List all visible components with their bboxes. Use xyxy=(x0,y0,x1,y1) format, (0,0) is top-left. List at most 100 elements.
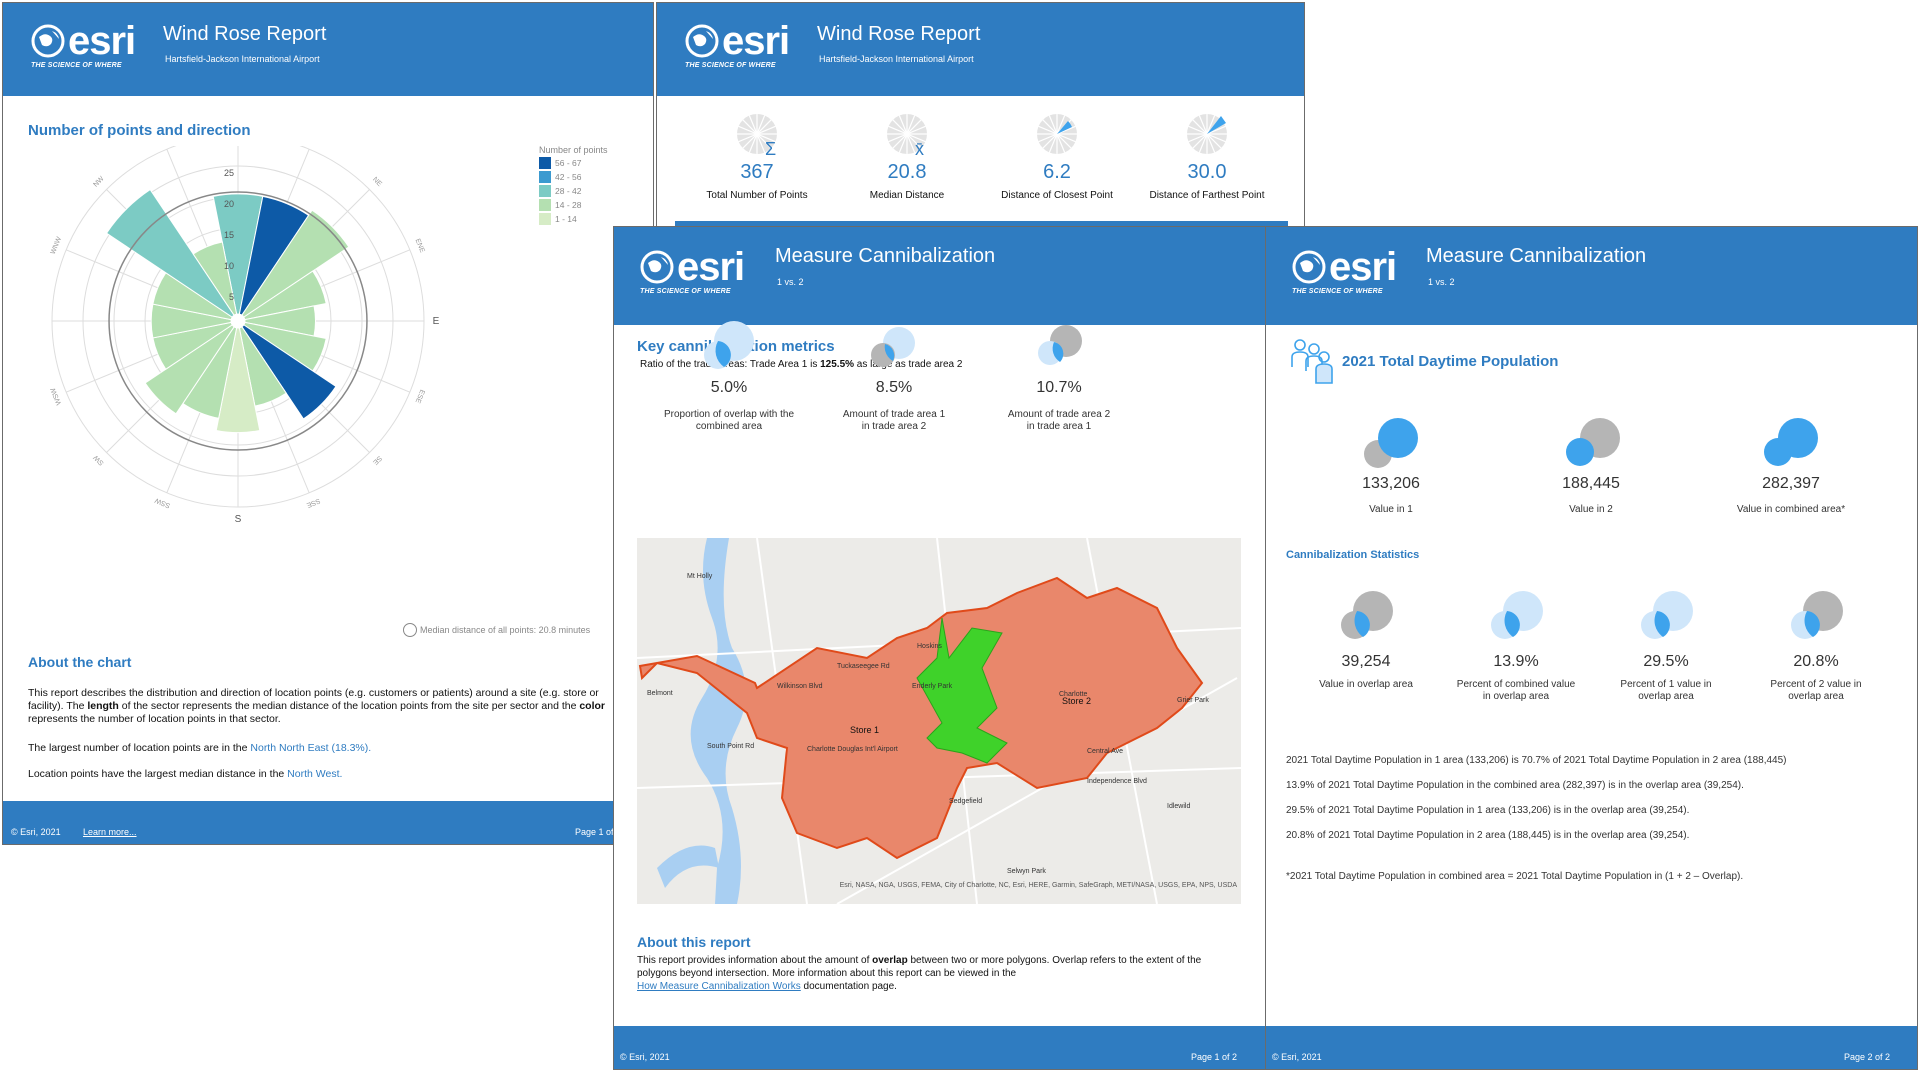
legend-item: 56 - 67 xyxy=(539,157,608,169)
summary-line: 2021 Total Daytime Population in 1 area … xyxy=(1286,755,1787,766)
metric-label-line: in trade area 1 xyxy=(1026,421,1092,432)
stat-label: Percent of combined value in overlap area xyxy=(1436,679,1596,703)
globe-icon xyxy=(685,24,719,58)
stat-label: Percent of 2 value in overlap area xyxy=(1736,679,1896,703)
report-subtitle: Hartsfield-Jackson International Airport xyxy=(165,54,320,64)
overlap-bubbles-icon xyxy=(1491,591,1543,639)
map-label-selwyn-park: Selwyn Park xyxy=(1007,868,1046,875)
stat-label-line: Value in overlap area xyxy=(1319,679,1413,690)
radial-tick-label: 5 xyxy=(229,292,234,302)
metric-label-line: Proportion of overlap with the xyxy=(663,409,795,420)
globe-icon xyxy=(1292,250,1326,284)
farthest-icon xyxy=(1187,114,1227,154)
legend-item: 42 - 56 xyxy=(539,171,608,183)
direction-label: NW xyxy=(92,175,105,188)
stat-value: 20.8 xyxy=(887,161,927,183)
report-header: esri THE SCIENCE OF WHERE Measure Cannib… xyxy=(1266,227,1917,325)
stat-label-line: Percent of 1 value in xyxy=(1620,679,1712,690)
report-header: esri THE SCIENCE OF WHERE Measure Cannib… xyxy=(614,227,1265,325)
logo-tagline: THE SCIENCE OF WHERE xyxy=(1292,288,1383,295)
population-value: 133,206 xyxy=(1362,475,1420,492)
overlap-bubbles-icon xyxy=(1038,325,1082,365)
globe-icon xyxy=(640,250,674,284)
esri-logo: esri THE SCIENCE OF WHERE xyxy=(1292,245,1397,295)
map-label-enderly-park: Enderly Park xyxy=(912,683,953,690)
map-label-store-1: Store 1 xyxy=(850,725,879,735)
median-ring xyxy=(108,191,368,451)
legend-label: 14 - 28 xyxy=(555,200,582,210)
map-label-tuckaseegee: Tuckaseegee Rd xyxy=(837,663,890,670)
direction-label: WNW xyxy=(50,236,64,256)
summary-line: 29.5% of 2021 Total Daytime Population i… xyxy=(1286,805,1690,816)
metric-label: Amount of trade area 1 in trade area 2 xyxy=(804,409,984,433)
stat-label: Distance of Closest Point xyxy=(1001,190,1113,201)
legend-label: 28 - 42 xyxy=(555,186,582,196)
overlap-bubbles-icon xyxy=(871,327,915,367)
summary-line: 20.8% of 2021 Total Daytime Population i… xyxy=(1286,830,1690,841)
sum-icon: Σ xyxy=(737,114,777,157)
logo-tagline: THE SCIENCE OF WHERE xyxy=(31,62,122,69)
map-label-airport: Charlotte Douglas Int'l Airport xyxy=(807,746,898,753)
stat-label: Median Distance xyxy=(869,190,945,201)
population-label: Value in combined area* xyxy=(1736,504,1846,515)
about-title: About the chart xyxy=(28,654,132,670)
largest-count-text: The largest number of location points ar… xyxy=(28,742,372,754)
report-footer: © Esri, 2021 Learn more... Page 1 of xyxy=(3,801,653,844)
about-paragraph: This report describes the distribution a… xyxy=(28,687,606,725)
logo-tagline: THE SCIENCE OF WHERE xyxy=(685,62,776,69)
overlap-bubbles-icon xyxy=(1641,591,1693,639)
direction-label: WSW xyxy=(50,386,63,406)
radial-tick-label: 30 xyxy=(224,146,234,147)
overlap-bubbles-icon xyxy=(1341,591,1393,639)
map-label-idlewild: Idlewild xyxy=(1167,803,1190,810)
legend-swatch xyxy=(539,185,551,197)
map-label-mt-holly: Mt Holly xyxy=(687,573,713,580)
report-title: Wind Rose Report xyxy=(817,23,981,45)
population-label: Value in 1 xyxy=(1369,504,1413,515)
learn-more-link[interactable]: Learn more... xyxy=(83,827,137,837)
stat-label: Value in overlap area xyxy=(1286,679,1446,691)
report-subtitle: 1 vs. 2 xyxy=(1428,277,1455,287)
map-attribution: Esri, NASA, NGA, USGS, FEMA, City of Cha… xyxy=(839,882,1237,889)
map-label-wilkinson: Wilkinson Blvd xyxy=(777,683,823,690)
center-hole xyxy=(231,314,245,328)
footer-copyright: © Esri, 2021 xyxy=(1272,1052,1322,1062)
report-title: Wind Rose Report xyxy=(163,23,327,45)
closest-icon xyxy=(1037,114,1077,154)
legend-title: Number of points xyxy=(539,145,608,155)
stat-value: 39,254 xyxy=(1341,653,1391,670)
footer-copyright: © Esri, 2021 xyxy=(620,1052,670,1062)
legend-label: 42 - 56 xyxy=(555,172,582,182)
about-title: About this report xyxy=(637,934,751,950)
direction-label: S xyxy=(235,514,242,525)
report-subtitle: Hartsfield-Jackson International Airport xyxy=(819,54,974,64)
legend-item: 28 - 42 xyxy=(539,185,608,197)
chart-legend: Number of points 56 - 67 42 - 56 28 - 42 14… xyxy=(539,145,608,225)
overlap-bubbles-icon xyxy=(704,321,754,369)
median-circle-icon xyxy=(403,623,417,637)
logo-text: esri xyxy=(1329,245,1397,289)
footer-page: Page 1 of 2 xyxy=(1191,1052,1238,1062)
legend-item: 14 - 28 xyxy=(539,199,608,211)
stat-label: Total Number of Points xyxy=(706,190,808,201)
direction-label: ENE xyxy=(414,238,426,254)
stat-label-line: in overlap area xyxy=(1482,691,1550,702)
stat-label-line: overlap area xyxy=(1788,691,1844,702)
legend-swatch xyxy=(539,171,551,183)
radial-unit-label: Minutes xyxy=(239,146,271,147)
stat-value: 6.2 xyxy=(1043,161,1071,183)
radial-tick-label: 25 xyxy=(224,168,234,178)
legend-label: 1 - 14 xyxy=(555,214,577,224)
median-note: Median distance of all points: 20.8 minu… xyxy=(403,623,590,637)
metric-value: 10.7% xyxy=(1036,379,1082,396)
stat-label: Distance of Farthest Point xyxy=(1149,190,1265,201)
direction-label: SE xyxy=(371,454,383,466)
report-header: esri THE SCIENCE OF WHERE Wind Rose Repo… xyxy=(657,3,1304,96)
stat-value: 20.8% xyxy=(1793,653,1839,670)
legend-swatch xyxy=(539,157,551,169)
documentation-link[interactable]: How Measure Cannibalization Works xyxy=(637,981,801,992)
legend-swatch xyxy=(539,199,551,211)
report-footer: © Esri, 2021 Page 1 of 2 xyxy=(614,1026,1265,1069)
map-label-hoskins: Hoskins xyxy=(917,643,942,650)
esri-logo: esri THE SCIENCE OF WHERE xyxy=(31,21,136,69)
